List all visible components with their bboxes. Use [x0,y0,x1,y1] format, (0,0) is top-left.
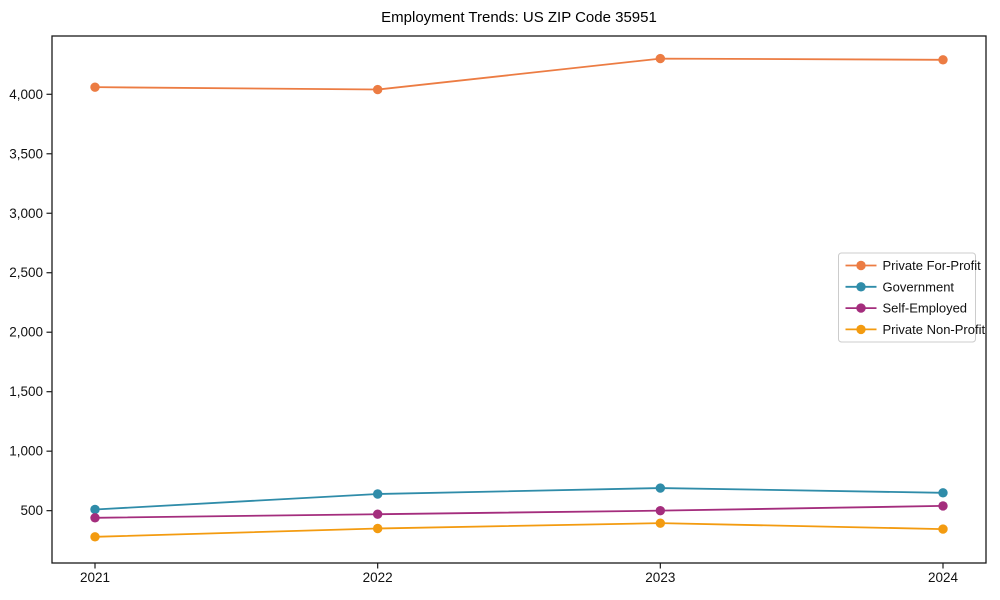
y-tick-label: 3,500 [9,146,43,161]
legend-label: Self-Employed [883,301,968,316]
data-point-private-for-profit-2024 [938,55,948,65]
plot-frame [51,35,987,564]
data-point-private-non-profit-2024 [938,524,948,534]
y-tick-label: 1,500 [9,384,43,399]
legend-marker [856,303,866,313]
series-line-government [94,487,944,511]
data-point-private-non-profit-2021 [90,532,100,542]
data-point-government-2024 [938,488,948,498]
legend-marker [856,260,866,271]
legend-item-private-non-profit: Private Non-Profit [845,322,986,337]
y-tick-label: 1,000 [9,444,43,459]
data-point-private-non-profit-2023 [655,518,666,528]
legend-label: Government [883,279,955,294]
data-point-self-employed-2023 [655,505,666,516]
y-tick-label: 2,000 [9,325,43,340]
legend-marker [856,282,866,292]
y-tick-label: 2,500 [9,265,43,280]
x-tick-label: 2022 [363,570,393,585]
legend-item-self-employed: Self-Employed [845,301,968,316]
data-point-self-employed-2021 [90,513,100,523]
y-tick-label: 500 [20,503,43,518]
series-private-for-profit [90,53,948,95]
data-point-government-2023 [655,483,666,493]
data-point-government-2022 [372,489,383,499]
data-point-private-for-profit-2022 [372,84,383,95]
data-point-private-non-profit-2022 [372,523,383,534]
x-tick-label: 2021 [80,570,110,585]
series-government [90,483,948,515]
x-tick-label: 2023 [645,570,675,585]
chart-title: Employment Trends: US ZIP Code 35951 [381,9,657,26]
legend-item-private-for-profit: Private For-Profit [845,258,982,273]
series-line-self-employed [94,504,944,519]
legend-marker [856,324,866,335]
series-private-non-profit [90,518,948,542]
series-self-employed [90,501,948,523]
data-point-self-employed-2022 [372,509,383,519]
y-tick-label: 3,000 [9,206,43,221]
x-tick-label: 2024 [928,570,959,585]
data-point-self-employed-2024 [938,501,948,511]
series-line-private-for-profit [94,57,944,91]
y-tick-label: 4,000 [9,87,43,102]
legend-label: Private Non-Profit [883,322,986,337]
data-point-government-2021 [90,504,100,515]
data-point-private-for-profit-2023 [655,53,666,64]
legend-box [838,252,976,343]
data-point-private-for-profit-2021 [90,82,100,92]
legend-item-government: Government [845,279,955,294]
legend-label: Private For-Profit [883,258,982,273]
legend: Private For-Profit Government Self-Employe… [838,252,986,343]
series-line-private-non-profit [94,522,944,538]
